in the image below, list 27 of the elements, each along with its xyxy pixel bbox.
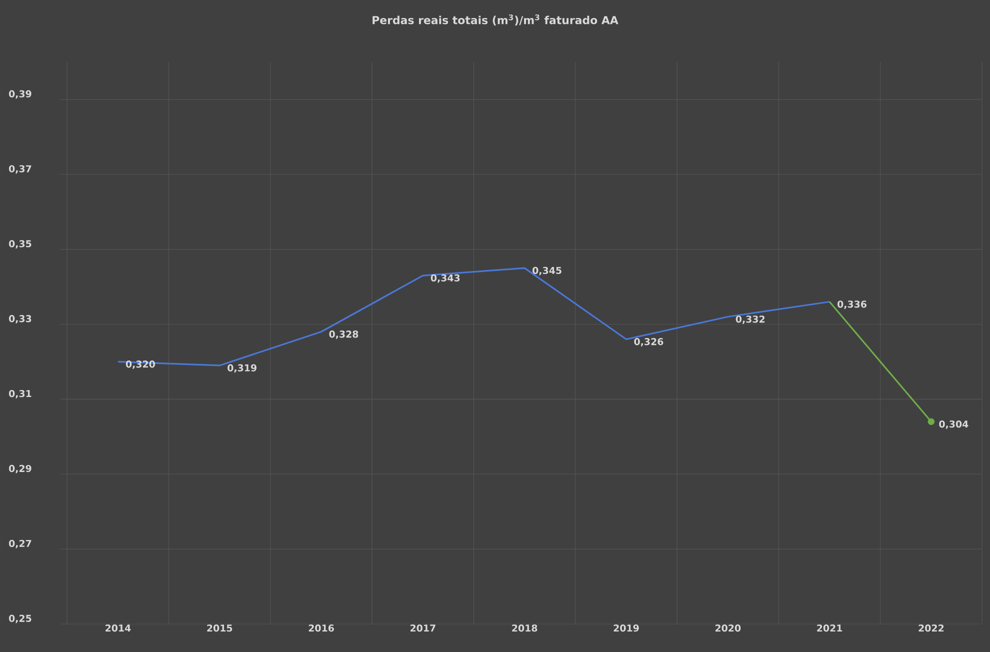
x-tick-label: 2019 [614,624,639,632]
data-label: 0,343 [430,274,460,283]
y-tick-label: 0,37 [8,165,32,174]
y-tick-label: 0,33 [8,315,32,324]
data-label: 0,328 [329,330,358,339]
data-label: 0,320 [126,360,155,369]
y-tick-label: 0,27 [8,540,32,548]
y-tick-label: 0,29 [8,464,32,474]
data-label: 0,345 [532,266,562,276]
x-tick-label: 2021 [817,624,842,632]
chart-title: Perdas reais totais (m$^{3}$)/m$^{3}$ faturado AA [372,14,618,26]
y-tick-label: 0,25 [8,614,32,624]
x-tick-label: 2016 [308,624,334,632]
x-tick-label: 2017 [410,624,436,632]
x-tick-label: 2022 [918,624,944,632]
data-label: 0,319 [228,364,256,373]
y-tick-label: 0,39 [8,90,32,99]
data-label: 0,332 [736,316,765,324]
data-label: 0,304 [939,420,968,429]
y-tick-label: 0,31 [8,390,32,398]
data-label: 0,336 [838,300,866,309]
x-tick-label: 2020 [715,624,741,632]
data-label: 0,326 [634,338,664,346]
x-tick-label: 2015 [207,624,232,632]
x-tick-label: 2014 [106,624,131,632]
y-tick-label: 0,35 [8,240,32,248]
x-tick-label: 2018 [512,624,538,632]
